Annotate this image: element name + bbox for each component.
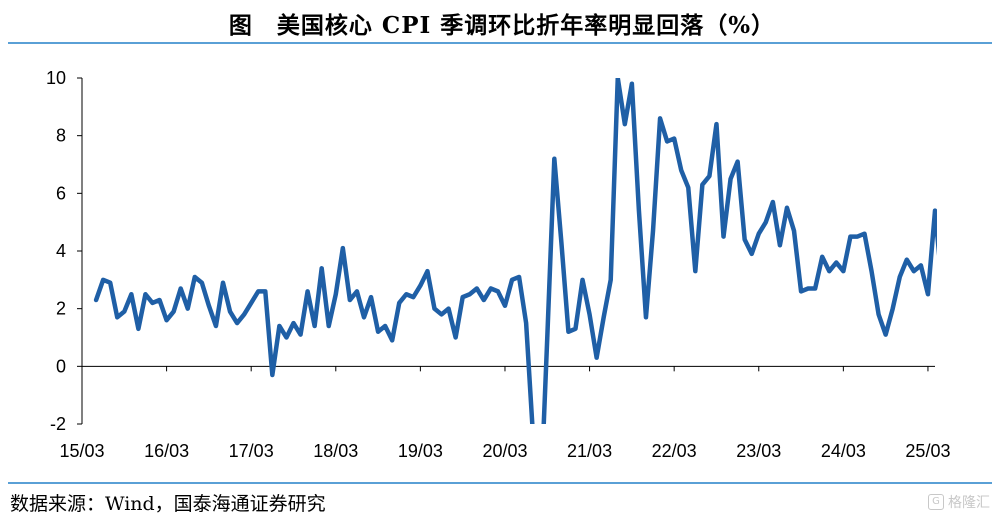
x-tick-label: 19/03 [398,441,443,461]
y-tick-label: 4 [56,241,66,261]
y-tick-label: 6 [56,183,66,203]
x-tick-label: 23/03 [736,441,781,461]
series-line [93,78,937,424]
source-note: 数据来源：Wind，国泰海通证券研究 [10,493,326,515]
x-tick-label: 22/03 [652,441,697,461]
footer-divider [8,482,992,484]
y-tick-label: 2 [56,299,66,319]
chart-ticks [77,77,929,425]
chart-axes [81,78,935,424]
chart-tick-labels: -2 0 2 4 6 8 10 15/03 16/03 17/03 18/03 19/03 20/03 2… [46,68,951,461]
watermark-text: 格隆汇 [948,495,990,511]
line-chart: -2 0 2 4 6 8 10 15/03 16/03 17/03 18/03 19/03 20/03 2… [46,68,951,461]
x-tick-label: 20/03 [482,441,527,461]
x-tick-label: 21/03 [567,441,612,461]
chart-title: 图 美国核心 CPI 季调环比折年率明显回落（%） [228,12,776,39]
x-tick-label: 17/03 [229,441,274,461]
gelonghui-logo-icon: G [928,494,944,510]
x-tick-label: 16/03 [144,441,189,461]
x-tick-label: 25/03 [905,441,950,461]
watermark: G 格隆汇 [928,492,990,512]
chart-series [93,78,937,424]
y-tick-label: 8 [56,126,66,146]
y-tick-label: -2 [50,414,66,434]
title-divider [8,42,992,44]
x-tick-label: 24/03 [821,441,866,461]
x-tick-label: 18/03 [313,441,358,461]
y-tick-label: 10 [46,68,66,88]
x-tick-label: 15/03 [59,441,104,461]
y-tick-label: 0 [56,356,66,376]
